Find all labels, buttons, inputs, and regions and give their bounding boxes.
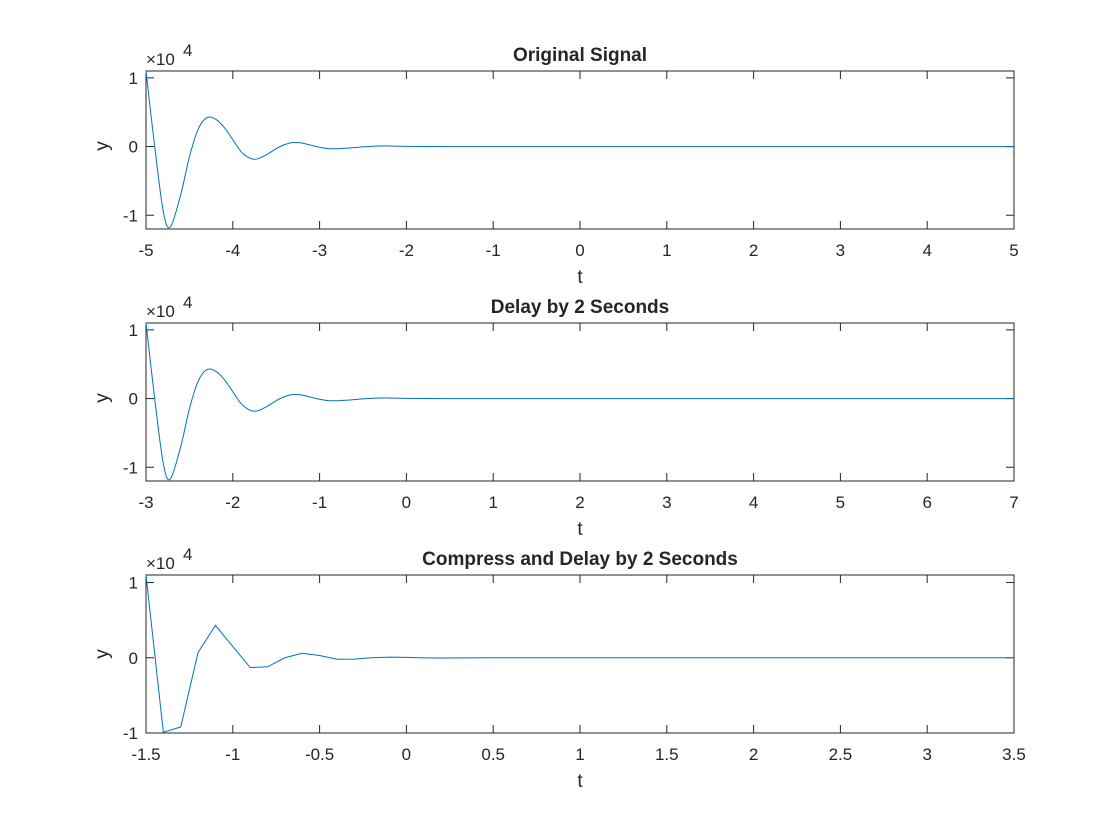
x-tick-label: 2.5 [829, 745, 853, 764]
x-tick-label: 6 [922, 493, 931, 512]
x-tick-label: -1.5 [131, 745, 160, 764]
y-tick-label: 1 [129, 69, 138, 88]
y-tick-label: 0 [129, 649, 138, 668]
x-tick-label: -1 [225, 745, 240, 764]
x-tick-label: 7 [1009, 493, 1018, 512]
y-axis-label-2: y [92, 393, 113, 403]
y-exponent-base-2: ×10 [146, 302, 175, 321]
y-ticks-3: -1 0 1 [123, 574, 1014, 743]
y-axis-label-3: y [92, 649, 113, 659]
x-tick-label: -3 [312, 241, 327, 260]
series-line-3 [145, 574, 1014, 733]
y-exponent-base-3: ×10 [146, 554, 175, 573]
subplot-3: Compress and Delay by 2 Seconds t y ×10 … [92, 545, 1026, 792]
y-tick-label: 1 [129, 574, 138, 593]
axes-box-3 [145, 574, 1015, 734]
y-tick-label: -1 [123, 206, 138, 225]
x-tick-label: 2 [575, 493, 584, 512]
y-tick-label: -1 [123, 724, 138, 743]
x-tick-label: 1 [662, 241, 671, 260]
x-ticks-3: -1.5 -1 -0.5 0 0.5 1 1.5 2 2.5 3 3.5 [131, 575, 1026, 764]
x-tick-label: -1 [486, 241, 501, 260]
x-tick-label: 4 [922, 241, 931, 260]
x-tick-label: -4 [225, 241, 240, 260]
y-tick-label: -1 [123, 458, 138, 477]
x-tick-label: 3 [662, 493, 671, 512]
y-tick-label: 0 [129, 138, 138, 157]
x-tick-label: 5 [1009, 241, 1018, 260]
x-tick-label: -2 [225, 493, 240, 512]
x-tick-label: 0 [402, 493, 411, 512]
x-tick-label: -2 [399, 241, 414, 260]
y-exponent-2: ×10 4 [146, 293, 192, 321]
x-axis-label-3: t [577, 771, 583, 792]
x-tick-label: 0 [575, 241, 584, 260]
y-exponent-power-3: 4 [183, 545, 192, 564]
x-tick-label: -0.5 [305, 745, 334, 764]
y-tick-label: 1 [129, 321, 138, 340]
chart-title-1: Original Signal [513, 45, 647, 66]
axes-box-2 [145, 322, 1015, 482]
x-tick-label: -1 [312, 493, 327, 512]
x-tick-label: 5 [836, 493, 845, 512]
x-axis-label-1: t [577, 267, 583, 288]
x-tick-label: 0.5 [481, 745, 505, 764]
subplot-1: Original Signal t y ×10 4 -5 -4 -3 -2 -1 0 1 2 3… [92, 41, 1019, 288]
x-tick-label: 2 [749, 241, 758, 260]
subplot-2: Delay by 2 Seconds t y ×10 4 -3 -2 -1 0 1 2 3 4… [92, 293, 1019, 540]
y-tick-label: 0 [129, 390, 138, 409]
chart-title-2: Delay by 2 Seconds [491, 297, 669, 318]
x-tick-label: 1 [575, 745, 584, 764]
chart-title-3: Compress and Delay by 2 Seconds [422, 549, 738, 570]
x-tick-label: 3 [922, 745, 931, 764]
x-ticks-2: -3 -2 -1 0 1 2 3 4 5 6 7 [138, 323, 1019, 512]
y-exponent-power-2: 4 [183, 293, 192, 312]
y-exponent-1: ×10 4 [146, 41, 192, 69]
series-line-1 [145, 70, 1014, 229]
x-tick-label: -5 [138, 241, 153, 260]
x-tick-label: 1 [488, 493, 497, 512]
y-exponent-base-1: ×10 [146, 50, 175, 69]
y-exponent-3: ×10 4 [146, 545, 192, 573]
x-tick-label: 2 [749, 745, 758, 764]
x-tick-label: 0 [402, 745, 411, 764]
x-tick-label: 3 [836, 241, 845, 260]
x-tick-label: 3.5 [1002, 745, 1026, 764]
y-exponent-power-1: 4 [183, 41, 192, 60]
x-tick-label: 1.5 [655, 745, 679, 764]
axes-box-1 [145, 70, 1015, 230]
x-ticks-1: -5 -4 -3 -2 -1 0 1 2 3 4 5 [138, 71, 1019, 260]
x-tick-label: 4 [749, 493, 758, 512]
y-axis-label-1: y [92, 141, 113, 151]
x-axis-label-2: t [577, 519, 583, 540]
x-tick-label: -3 [138, 493, 153, 512]
series-line-2 [145, 322, 1014, 481]
